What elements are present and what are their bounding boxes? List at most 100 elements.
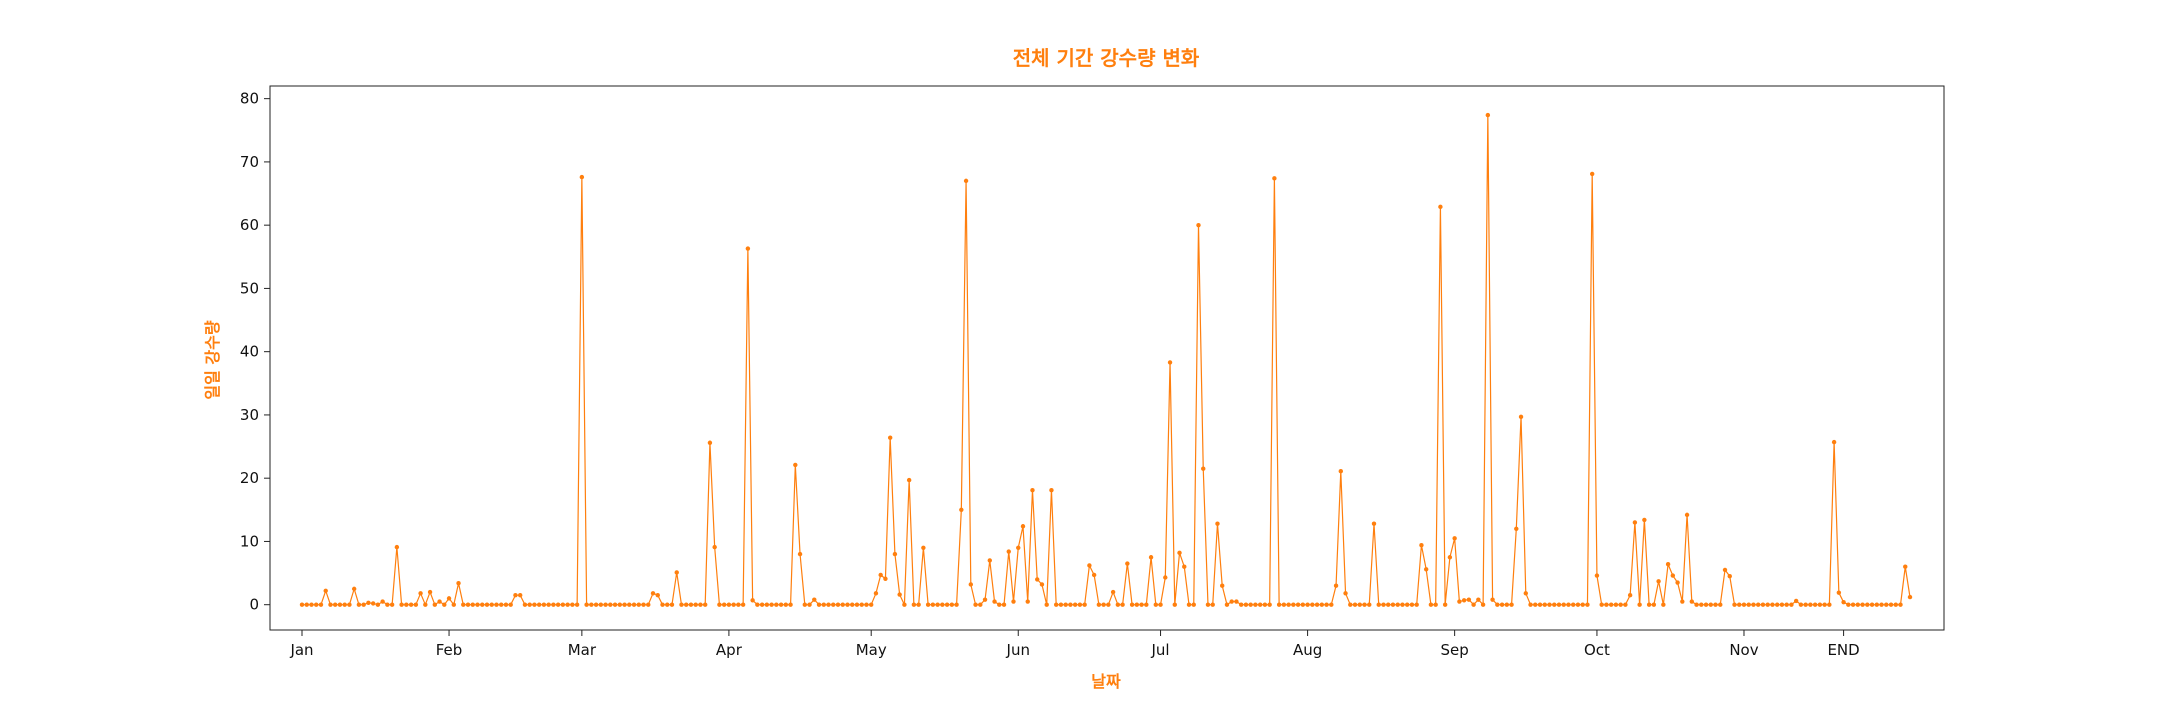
data-point — [873, 591, 879, 596]
data-point — [660, 602, 665, 607]
data-point — [959, 507, 964, 513]
data-point — [712, 544, 717, 550]
data-point — [1457, 599, 1462, 604]
data-point — [1556, 602, 1562, 607]
data-point — [1006, 549, 1011, 554]
data-point — [1509, 602, 1514, 607]
data-point — [1566, 602, 1571, 607]
x-axis-label: 날짜 — [1091, 672, 1121, 691]
data-point — [1523, 591, 1528, 596]
data-point — [546, 602, 551, 607]
data-point — [878, 572, 883, 578]
data-point — [437, 599, 442, 604]
data-point — [1869, 602, 1875, 607]
data-point — [1201, 466, 1206, 471]
data-point — [612, 602, 618, 607]
data-point — [1803, 602, 1808, 607]
data-point — [1300, 602, 1306, 607]
data-point — [442, 602, 447, 607]
data-point — [1817, 602, 1823, 607]
data-point — [1471, 602, 1476, 607]
data-point — [570, 602, 575, 607]
data-point — [1400, 602, 1405, 607]
data-point — [399, 602, 404, 607]
data-point — [1125, 561, 1130, 566]
data-point — [1865, 602, 1870, 607]
data-point — [1699, 602, 1704, 607]
data-point — [536, 602, 542, 607]
data-point — [684, 602, 689, 607]
data-point — [1428, 602, 1434, 607]
data-point — [513, 593, 518, 598]
data-point — [845, 602, 850, 607]
data-point — [1120, 602, 1125, 607]
data-point — [812, 597, 817, 602]
data-point — [1713, 602, 1718, 607]
data-point — [1504, 602, 1510, 607]
data-point — [1163, 575, 1168, 580]
x-tick-label: Aug — [1293, 641, 1322, 659]
data-point — [736, 602, 741, 607]
data-point — [560, 602, 566, 607]
data-point — [674, 570, 679, 575]
data-point — [1177, 550, 1182, 556]
data-point — [1030, 488, 1035, 493]
data-point — [1888, 602, 1894, 607]
data-point — [750, 598, 755, 603]
x-tick-label: END — [1827, 641, 1859, 659]
data-point — [589, 602, 594, 607]
data-point — [423, 602, 428, 607]
data-point — [1542, 602, 1547, 607]
data-point — [987, 558, 992, 563]
data-point — [1367, 602, 1372, 607]
data-point — [1684, 512, 1690, 518]
data-point — [593, 602, 599, 607]
data-point — [408, 602, 414, 607]
data-point — [902, 602, 907, 607]
x-tick-label: Jul — [1150, 641, 1169, 659]
data-point — [370, 601, 376, 606]
data-point — [366, 600, 371, 605]
data-point — [1841, 599, 1846, 605]
data-point — [494, 602, 499, 607]
data-point — [1035, 577, 1040, 582]
data-point — [1362, 602, 1367, 607]
data-point — [1675, 580, 1680, 585]
data-point — [1329, 602, 1334, 607]
x-tick-label: Apr — [716, 641, 743, 659]
data-point — [1874, 602, 1880, 607]
data-point — [788, 602, 793, 607]
data-point — [1205, 602, 1211, 607]
data-point — [1855, 602, 1861, 607]
y-tick-label: 50 — [240, 279, 259, 297]
data-point — [1594, 573, 1600, 578]
x-tick-label: Jan — [289, 641, 313, 659]
data-point — [1627, 593, 1633, 598]
data-point — [1774, 602, 1780, 607]
data-point — [887, 435, 893, 440]
data-point — [333, 602, 338, 607]
data-point — [356, 602, 362, 607]
data-point — [1793, 598, 1799, 604]
data-point — [1025, 599, 1030, 604]
data-point — [622, 602, 627, 607]
data-point — [1314, 602, 1320, 607]
data-point — [1286, 602, 1291, 607]
data-point — [1186, 602, 1192, 607]
data-point — [641, 602, 646, 607]
data-point — [1238, 602, 1244, 607]
y-tick-label: 70 — [240, 153, 259, 171]
data-point — [1461, 598, 1467, 603]
data-point — [1243, 602, 1249, 607]
data-point — [1661, 602, 1666, 607]
data-point — [1063, 602, 1068, 607]
data-point — [385, 602, 390, 607]
data-point — [1414, 602, 1419, 607]
data-point — [835, 602, 841, 607]
data-point — [1167, 360, 1173, 365]
data-point — [688, 602, 694, 607]
data-point — [854, 602, 860, 607]
data-point — [1898, 602, 1903, 607]
data-point — [869, 602, 874, 607]
